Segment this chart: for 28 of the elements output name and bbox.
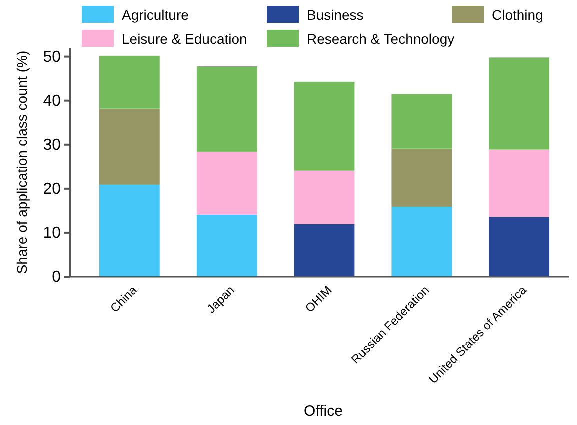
bar	[294, 82, 355, 171]
legend-label: Leisure & Education	[122, 31, 248, 47]
x-axis-title: Office	[304, 403, 343, 420]
bar	[489, 58, 550, 150]
bar	[99, 108, 160, 185]
y-tick-label: 20	[43, 181, 62, 198]
bar	[489, 150, 550, 218]
bar	[294, 224, 355, 277]
bar	[392, 206, 452, 277]
y-tick-label: 0	[52, 269, 62, 286]
bar	[196, 152, 258, 215]
bar	[392, 148, 452, 207]
bar	[196, 214, 258, 277]
bar	[294, 170, 355, 224]
y-tick-label: 40	[43, 92, 62, 110]
bar	[99, 56, 160, 109]
y-tick-label: 10	[43, 225, 62, 242]
legend-label: Business	[307, 7, 364, 23]
y-tick-label: 30	[43, 137, 62, 154]
bar	[489, 217, 550, 277]
y-axis-title: Share of application class count (%)	[14, 50, 30, 274]
legend-label: Research & Technology	[307, 31, 455, 47]
legend-label: Agriculture	[122, 7, 190, 23]
y-tick-label: 50	[43, 48, 62, 66]
bar	[99, 184, 160, 277]
bar	[392, 94, 452, 149]
legend-label: Clothing	[492, 7, 544, 23]
bar	[196, 66, 258, 152]
